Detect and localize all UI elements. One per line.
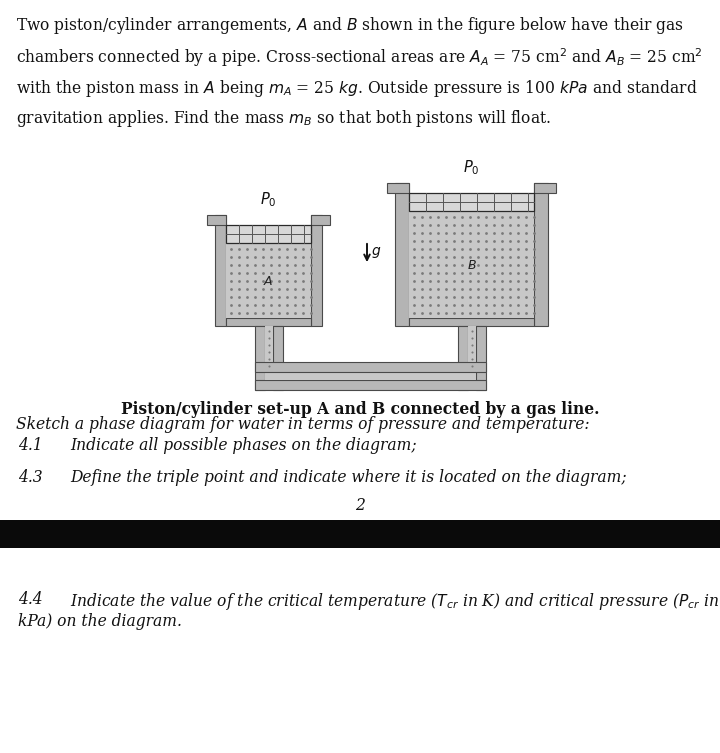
Bar	[226, 318, 311, 326]
Text: 4.3: 4.3	[18, 469, 42, 486]
Bar	[475, 326, 485, 390]
Bar	[254, 362, 485, 372]
Text: Define the triple point and indicate where it is located on the diagram;: Define the triple point and indicate whe…	[70, 469, 626, 486]
Bar	[311, 215, 322, 326]
Bar	[254, 326, 264, 390]
Bar	[409, 193, 534, 211]
Bar	[215, 215, 226, 326]
Text: 4.1: 4.1	[18, 437, 42, 454]
Text: Indicate all possible phases on the diagram;: Indicate all possible phases on the diag…	[70, 437, 417, 454]
Bar	[0, 520, 720, 548]
Bar	[311, 215, 330, 225]
Bar	[534, 183, 556, 193]
Text: Piston/cylinder set-up A and B connected by a gas line.: Piston/cylinder set-up A and B connected…	[121, 401, 599, 418]
Bar	[254, 380, 485, 390]
Text: Two piston/cylinder arrangements, $A$ and $B$ shown in the figure below have the: Two piston/cylinder arrangements, $A$ an…	[16, 15, 703, 129]
Text: 2: 2	[355, 497, 365, 514]
Bar	[264, 326, 272, 380]
Text: $P_0$: $P_0$	[260, 191, 276, 209]
Bar	[457, 326, 467, 390]
Text: $g$: $g$	[371, 245, 382, 260]
Bar	[226, 243, 311, 318]
Text: kPa) on the diagram.: kPa) on the diagram.	[18, 613, 182, 630]
Bar	[272, 326, 282, 390]
Text: $B$: $B$	[467, 259, 477, 272]
Bar	[409, 211, 534, 318]
Text: $P_0$: $P_0$	[463, 158, 480, 177]
Bar	[467, 326, 475, 380]
Bar	[226, 225, 311, 243]
Bar	[534, 183, 548, 326]
Bar	[207, 215, 226, 225]
Bar	[395, 183, 409, 326]
Text: $A$: $A$	[264, 275, 274, 288]
Bar	[264, 372, 475, 380]
Text: Indicate the value of the critical temperature ($T_{cr}$ in K) and critical pres: Indicate the value of the critical tempe…	[70, 591, 719, 612]
Text: Sketch a phase diagram for water in terms of pressure and temperature:: Sketch a phase diagram for water in term…	[16, 416, 590, 433]
Bar	[409, 318, 534, 326]
Bar	[387, 183, 409, 193]
Text: 4.4: 4.4	[18, 591, 42, 608]
